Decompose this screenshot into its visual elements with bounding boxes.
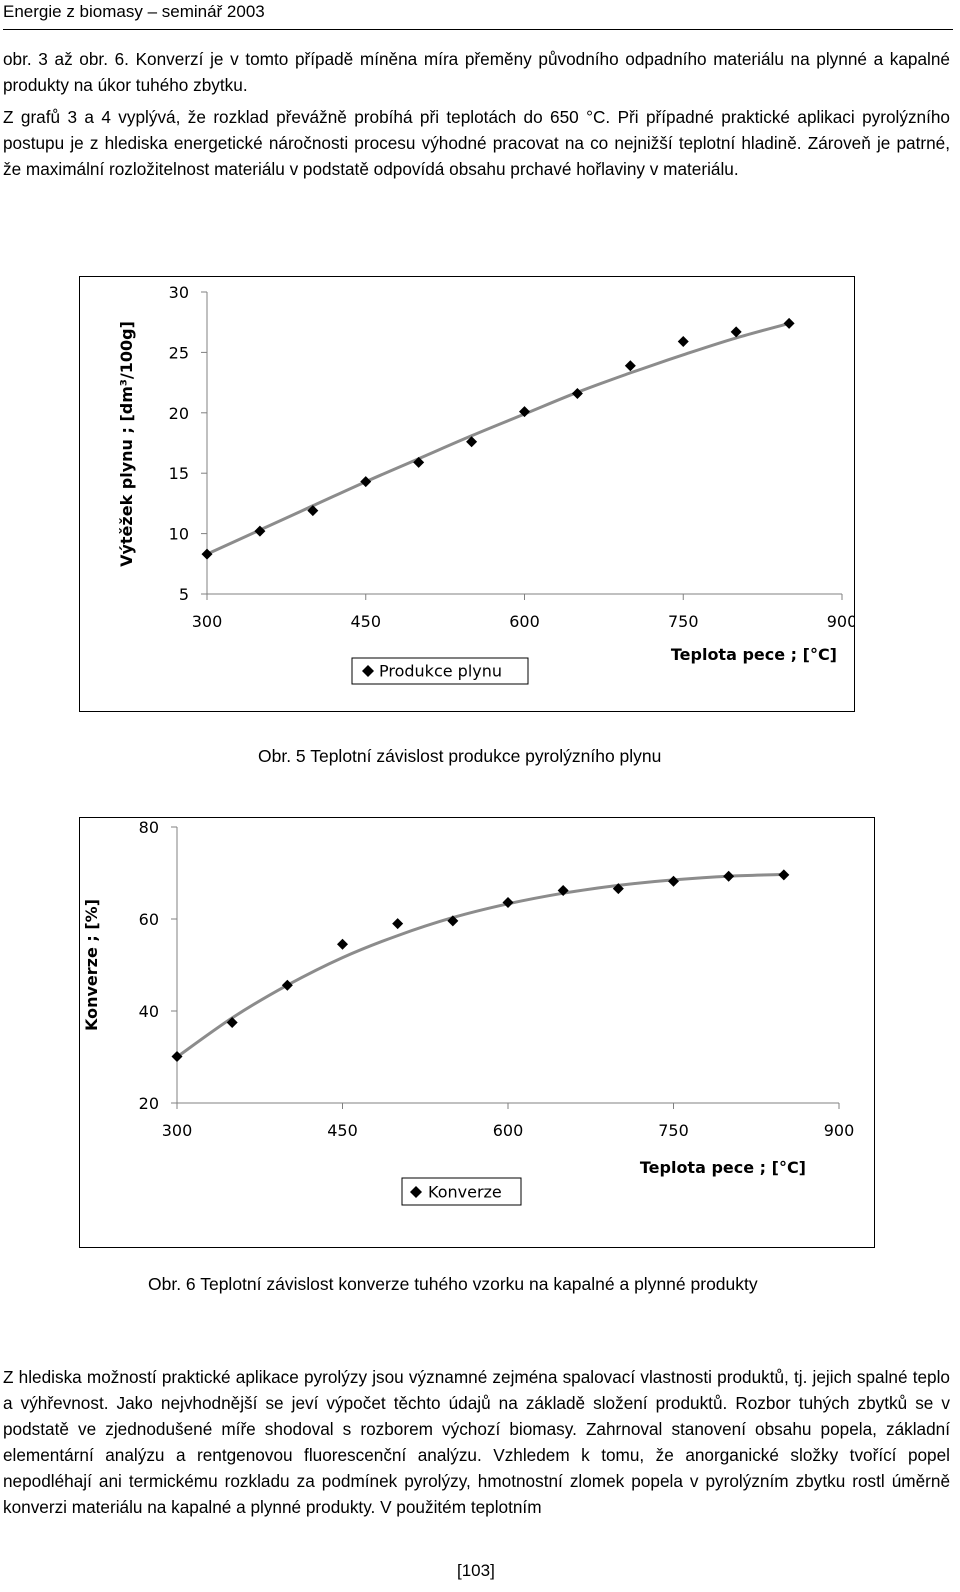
x-tick-label: 900	[824, 1121, 855, 1140]
y-tick-label: 20	[139, 1094, 159, 1113]
data-point	[466, 436, 478, 448]
x-tick-label: 600	[509, 612, 540, 631]
x-tick-label: 450	[350, 612, 381, 631]
data-point	[502, 896, 514, 908]
gas-production-chart: 30 25 20 15 10 5 300 450 600 750 900 Výtěžek plyn…	[117, 283, 857, 685]
y-tick-label: 10	[169, 525, 189, 544]
y-tick-label: 20	[169, 404, 189, 423]
y-axis-label: Konverze ; [%]	[82, 899, 101, 1031]
header-rule	[3, 29, 953, 30]
data-point	[730, 326, 742, 338]
trend-line	[206, 321, 790, 556]
x-tick-label: 300	[192, 612, 223, 631]
data-point	[723, 870, 735, 882]
figure-5-caption: Obr. 5 Teplotní závislost produkce pyrol…	[258, 746, 662, 766]
data-point	[677, 336, 689, 348]
data-point	[571, 387, 583, 399]
x-tick-label: 600	[493, 1121, 524, 1140]
data-point	[201, 548, 213, 560]
y-tick-label: 25	[169, 343, 189, 362]
y-tick-label: 30	[169, 283, 189, 302]
legend: Konverze	[401, 1177, 522, 1206]
x-tick-label: 450	[327, 1121, 358, 1140]
figure-6-chart: 80 60 40 20 300 450 600 750 900 Konverze ; [%] …	[79, 817, 875, 1248]
x-tick-label: 750	[668, 612, 699, 631]
x-tick-label: 750	[658, 1121, 689, 1140]
legend-label: Konverze	[428, 1183, 502, 1202]
paragraph-body: Z grafů 3 a 4 vyplývá, že rozklad převáž…	[3, 107, 950, 179]
data-point	[778, 869, 790, 881]
data-point	[612, 883, 624, 895]
data-point	[360, 476, 372, 488]
legend: Produkce plynu	[351, 657, 529, 685]
data-point	[783, 317, 795, 329]
paragraph-intro: obr. 3 až obr. 6. Konverzí je v tomto př…	[3, 49, 950, 95]
figure-5-chart: 30 25 20 15 10 5 300 450 600 750 900 Výtěžek plyn…	[79, 276, 857, 712]
data-point	[171, 1051, 183, 1063]
figure-6-caption: Obr. 6 Teplotní závislost konverze tuhéh…	[148, 1274, 758, 1294]
running-header: Energie z biomasy – seminář 2003	[3, 2, 265, 21]
legend-label: Produkce plynu	[379, 662, 502, 681]
y-tick-label: 80	[139, 818, 159, 837]
data-point	[337, 938, 348, 950]
paragraph-bottom: Z hlediska možností praktické aplikace p…	[3, 1367, 950, 1517]
y-tick-label: 15	[169, 464, 189, 483]
data-point	[413, 456, 425, 468]
data-point	[392, 918, 404, 930]
trend-line	[176, 872, 784, 1059]
data-point	[668, 875, 679, 887]
y-tick-label: 5	[179, 585, 189, 604]
legend-marker	[362, 665, 374, 677]
y-tick-label: 40	[139, 1002, 159, 1021]
data-point	[519, 406, 530, 418]
data-point	[624, 360, 636, 372]
data-point	[281, 979, 293, 991]
x-tick-label: 900	[827, 612, 854, 631]
x-axis-label: Teplota pece ; [°C]	[640, 1158, 806, 1177]
y-tick-label: 60	[139, 910, 159, 929]
data-point	[254, 525, 266, 537]
data-point	[307, 505, 319, 517]
y-axis-label: Výtěžek plynu ; [dm³/100g]	[117, 321, 136, 567]
data-point	[226, 1017, 238, 1028]
data-point	[557, 884, 569, 896]
data-point	[447, 915, 459, 927]
x-axis-label: Teplota pece ; [°C]	[671, 645, 837, 664]
page-number: [103]	[457, 1561, 495, 1580]
x-tick-label: 300	[162, 1121, 193, 1140]
legend-marker	[410, 1186, 422, 1198]
